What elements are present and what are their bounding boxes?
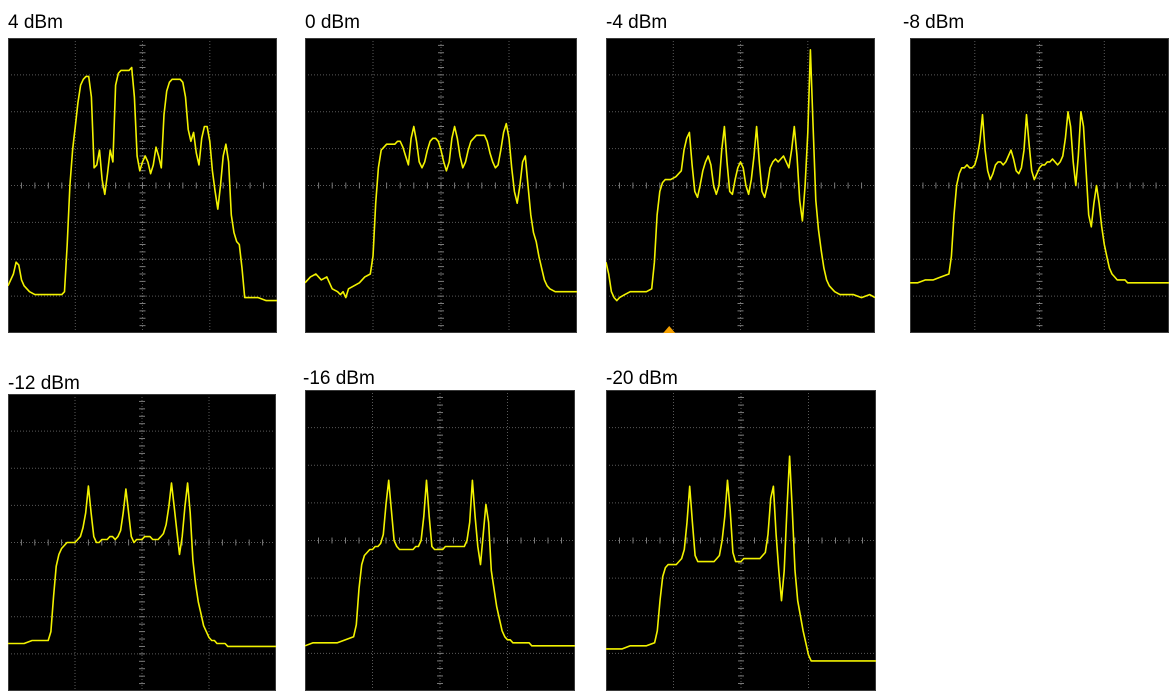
scope-border (606, 390, 876, 691)
panel-7-label: -20 dBm (606, 368, 678, 389)
panel-4-label: -8 dBm (903, 12, 965, 33)
panel-1-plot (8, 38, 277, 333)
trace-line (305, 479, 575, 647)
panel-3-label: -4 dBm (606, 12, 668, 33)
trace-line (8, 482, 276, 648)
scope-border (606, 38, 875, 333)
scope-border (305, 390, 575, 691)
scope-border (910, 38, 1169, 333)
panel-4-plot (910, 38, 1169, 333)
panel-2-plot (305, 38, 577, 333)
panel-5-plot (8, 394, 276, 691)
scope-border (8, 394, 276, 691)
trace-line (910, 111, 1169, 284)
scope-border (8, 38, 277, 333)
trigger-marker-icon (663, 326, 676, 333)
panel-6-label: -16 dBm (303, 368, 375, 389)
trace-line (606, 49, 875, 302)
panel-5-label: -12 dBm (8, 373, 80, 394)
trace-line (8, 66, 277, 302)
panel-7-plot (606, 390, 876, 691)
panel-6-plot (305, 390, 575, 691)
trace-line (305, 122, 577, 299)
panel-3-plot (606, 38, 875, 333)
scope-border (305, 38, 577, 333)
panel-1-label: 4 dBm (8, 12, 63, 33)
trace-line (606, 455, 876, 662)
panel-2-label: 0 dBm (305, 12, 360, 33)
